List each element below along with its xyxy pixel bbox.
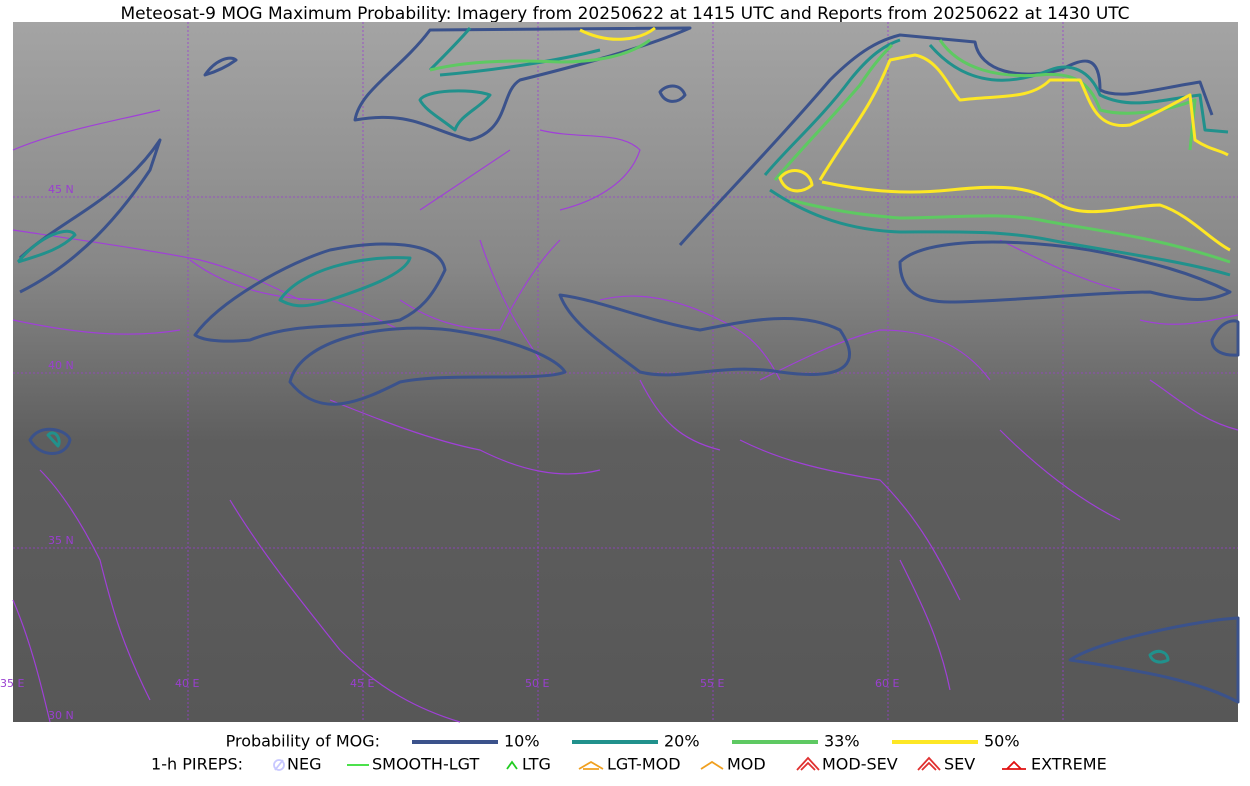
legend-title: Probability of MOG:	[226, 732, 380, 751]
legend-icon	[578, 760, 604, 770]
lat-label: 40 N	[48, 359, 74, 372]
legend-icon	[796, 756, 820, 771]
legend-icon	[917, 756, 941, 771]
borders	[12, 109, 1239, 723]
contour-10	[18, 26, 1240, 704]
contours	[16, 26, 1240, 704]
legend-icon	[700, 760, 724, 770]
legend-label: MOD	[727, 755, 766, 774]
legend-label: MOD-SEV	[822, 755, 898, 774]
lon-label: 50 E	[525, 677, 549, 690]
legend-label: 10%	[504, 732, 540, 751]
legend-label: EXTREME	[1031, 755, 1107, 774]
legend-title: 1-h PIREPS:	[151, 755, 243, 774]
satellite-image	[13, 22, 1238, 722]
legend-icon	[273, 759, 285, 771]
lat-label: 30 N	[48, 709, 74, 722]
contour-33	[429, 38, 1231, 264]
contour-20	[16, 27, 1231, 664]
legend-icon	[1002, 760, 1026, 770]
legend: Probability of MOG: 1-h PIREPS: 10% 20% 33…	[151, 732, 1107, 774]
lon-label: 55 E	[700, 677, 724, 690]
title: Meteosat-9 MOG Maximum Probability: Imag…	[120, 4, 1129, 24]
lon-label: 60 E	[875, 677, 899, 690]
contour-50	[579, 26, 1231, 252]
legend-label: LTG	[522, 755, 551, 774]
legend-label: LGT-MOD	[607, 755, 681, 774]
legend-icon	[506, 760, 518, 770]
lon-label: 35 E	[0, 677, 24, 690]
legend-label: SMOOTH-LGT	[372, 755, 479, 774]
lon-label: 40 E	[175, 677, 199, 690]
legend-label: 50%	[984, 732, 1020, 751]
legend-label: NEG	[287, 755, 321, 774]
legend-label: 33%	[824, 732, 860, 751]
lat-label: 35 N	[48, 534, 74, 547]
legend-label: SEV	[944, 755, 975, 774]
map: 45 N 40 N 35 N 30 N 35 E 40 E 45 E 50 E …	[0, 22, 1240, 723]
legend-label: 20%	[664, 732, 700, 751]
lat-label: 45 N	[48, 183, 74, 196]
lon-label: 45 E	[350, 677, 374, 690]
